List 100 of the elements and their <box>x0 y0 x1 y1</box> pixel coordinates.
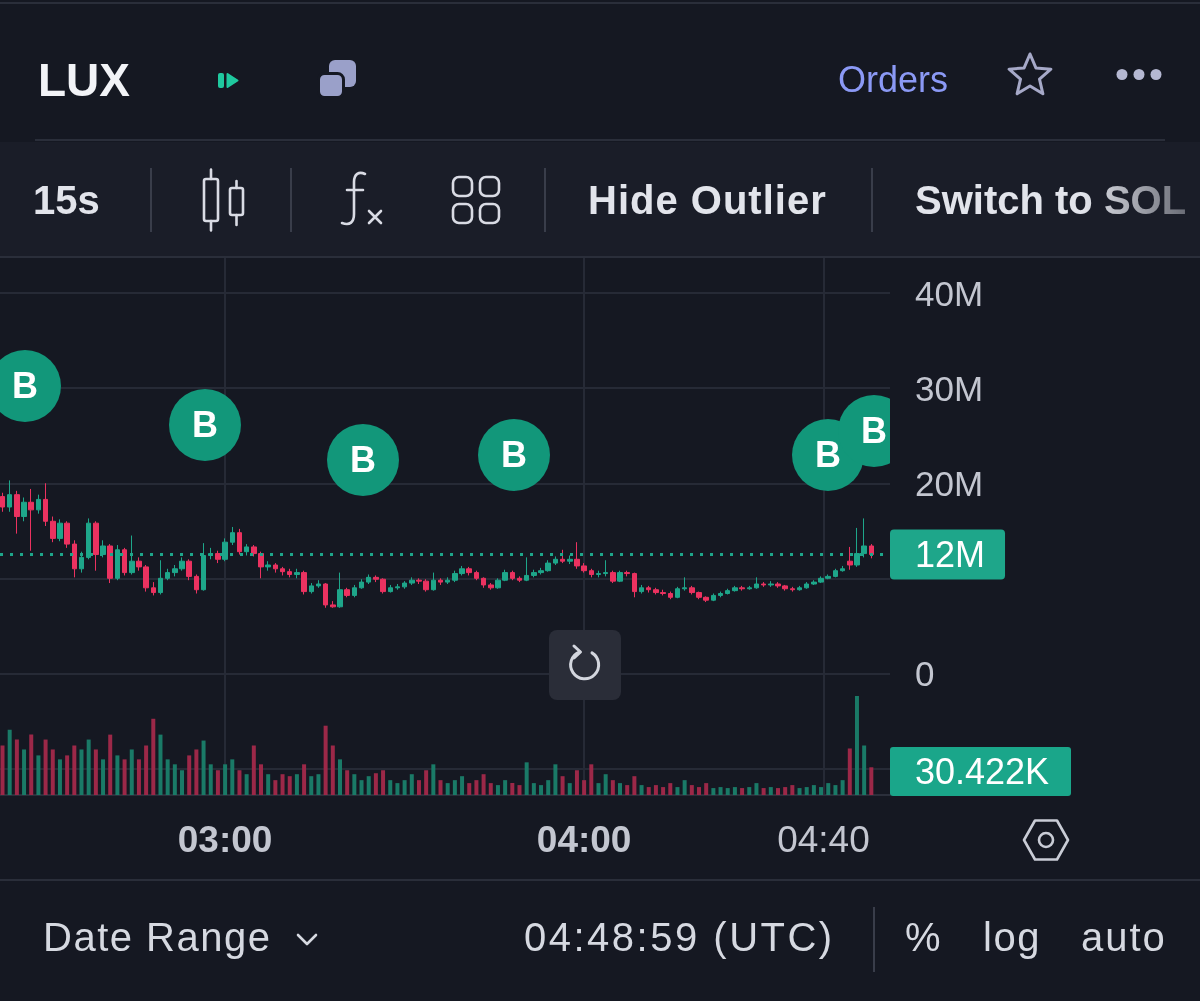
candlestick <box>747 585 752 591</box>
candlestick <box>359 578 364 590</box>
bar <box>431 764 436 795</box>
bar <box>165 759 170 795</box>
bar <box>65 755 70 795</box>
bar <box>661 787 666 795</box>
bar <box>359 780 364 795</box>
bar <box>474 780 479 795</box>
text: log <box>983 915 1041 959</box>
bar <box>531 783 536 795</box>
bar <box>287 776 292 795</box>
candlestick <box>718 591 723 598</box>
candlestick <box>725 588 730 595</box>
candlestick <box>646 585 651 594</box>
chart-title: LUX <box>38 54 130 106</box>
candlestick <box>603 559 608 577</box>
bar <box>826 783 831 795</box>
bar <box>488 783 493 795</box>
bar <box>697 787 701 795</box>
bar <box>567 783 572 795</box>
bar <box>510 783 515 795</box>
bar <box>503 780 508 795</box>
bar <box>460 776 465 795</box>
bar <box>783 787 788 795</box>
candlestick <box>768 580 774 588</box>
bar <box>0 745 5 795</box>
candlestick <box>761 581 766 588</box>
bar <box>50 749 55 795</box>
candlestick <box>107 543 113 584</box>
candlestick <box>366 574 371 585</box>
bar <box>395 783 400 795</box>
candlestick <box>474 570 479 581</box>
bar <box>43 739 48 795</box>
candlestick <box>488 582 494 591</box>
bar <box>345 770 350 795</box>
candlestick <box>617 570 623 583</box>
bar <box>811 785 816 795</box>
bar <box>704 783 709 795</box>
candlestick <box>301 570 307 595</box>
bar <box>668 783 673 795</box>
bar <box>215 770 220 795</box>
y-tick-label: 40M <box>915 273 984 313</box>
bar <box>108 734 113 795</box>
bar <box>330 745 335 795</box>
candlestick <box>215 550 221 564</box>
candlestick <box>21 497 27 522</box>
bar <box>747 787 752 795</box>
bar <box>675 787 680 795</box>
bar <box>72 745 77 795</box>
bar <box>639 785 644 795</box>
bar <box>115 755 120 795</box>
candlestick <box>287 568 292 578</box>
candlestick <box>711 593 716 602</box>
bar <box>86 739 91 795</box>
candlestick <box>624 570 630 577</box>
bar <box>122 759 127 795</box>
bar <box>337 759 342 795</box>
text: 04:48:59 (UTC) <box>524 915 835 959</box>
bar <box>754 783 759 795</box>
bar <box>582 780 587 795</box>
bar <box>797 788 802 795</box>
bar <box>718 787 723 795</box>
text: % <box>905 915 941 959</box>
candlestick <box>0 492 5 513</box>
candlestick <box>186 558 192 581</box>
candlestick <box>395 583 400 591</box>
bar <box>646 787 651 795</box>
bar <box>847 748 852 795</box>
candlestick <box>57 518 63 542</box>
bar <box>201 740 206 795</box>
bar <box>366 776 371 795</box>
bar <box>862 745 867 795</box>
bar <box>416 780 421 795</box>
bar <box>424 770 429 795</box>
candlestick <box>797 585 802 592</box>
candlestick <box>833 568 838 578</box>
bar <box>618 783 623 795</box>
candlestick <box>517 575 522 583</box>
candlestick <box>230 526 235 546</box>
bar <box>574 770 579 795</box>
bar <box>804 787 809 795</box>
candlestick <box>754 576 759 590</box>
bar <box>7 729 12 795</box>
candlestick <box>438 577 443 586</box>
bar <box>22 749 27 795</box>
bar <box>725 788 730 795</box>
candlestick <box>840 565 845 573</box>
bar <box>632 776 637 795</box>
candlestick <box>553 555 558 566</box>
x-tick-label: 03:00 <box>177 819 273 860</box>
bar <box>273 780 278 795</box>
ref-line-label: 12M <box>915 534 986 576</box>
candlestick <box>323 582 328 609</box>
bar <box>151 718 156 795</box>
candlestick <box>739 585 745 592</box>
bar <box>244 774 249 795</box>
bar <box>869 767 874 795</box>
text: Date Range <box>43 915 272 959</box>
candlestick <box>668 591 673 600</box>
bar <box>194 749 199 795</box>
